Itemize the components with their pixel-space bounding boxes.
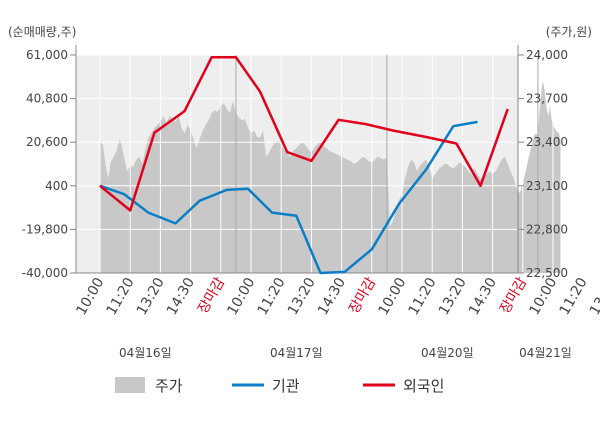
left-tick-label: 61,000 bbox=[26, 48, 68, 62]
legend: 주가 기관 외국인 bbox=[115, 377, 444, 395]
x-tick-label: 10:00 bbox=[73, 275, 107, 318]
plot-area: 61,000 40,800 20,600 400 -19,800 -40,000 24,00… bbox=[22, 45, 600, 360]
x-tick-label: 14:30 bbox=[466, 275, 500, 318]
x-tick-label: 11:20 bbox=[557, 275, 591, 318]
x-tick-label: 14:30 bbox=[315, 275, 349, 318]
x-tick-label: 13:20 bbox=[134, 275, 168, 318]
date-label: 04월16일 bbox=[119, 346, 172, 360]
left-tick-label: -40,000 bbox=[22, 266, 68, 280]
legend-label: 주가 bbox=[155, 377, 183, 395]
x-tick-label: 11:20 bbox=[255, 275, 289, 318]
date-label: 04월20일 bbox=[421, 346, 474, 360]
legend-label: 기관 bbox=[272, 377, 300, 395]
right-tick-label: 24,000 bbox=[526, 48, 568, 62]
legend-swatch-area bbox=[115, 377, 145, 393]
series-line-1 bbox=[99, 120, 478, 275]
left-tick-label: 40,800 bbox=[26, 92, 68, 106]
x-tick-label: 14:30 bbox=[164, 275, 198, 318]
right-tick-label: 22,500 bbox=[526, 266, 568, 280]
left-tick-label: -19,800 bbox=[22, 222, 68, 236]
left-tick-label: 20,600 bbox=[26, 135, 68, 149]
x-tick-label: 10:00 bbox=[375, 275, 409, 318]
legend-label: 외국인 bbox=[403, 377, 444, 395]
right-tick-label: 22,800 bbox=[526, 222, 568, 236]
right-tick-label: 23,100 bbox=[526, 179, 568, 193]
x-tick-label: 10:00 bbox=[526, 275, 560, 318]
x-tick-label: 13:20 bbox=[436, 275, 470, 318]
x-tick-label: 13:20 bbox=[285, 275, 319, 318]
left-axis-unit: (순매매량,주) bbox=[8, 25, 76, 39]
date-label: 04월21일 bbox=[519, 346, 572, 360]
right-axis-unit: (주가,원) bbox=[546, 25, 592, 39]
right-tick-label: 23,400 bbox=[526, 135, 568, 149]
series-line-2 bbox=[99, 55, 509, 212]
series-area-price bbox=[100, 81, 561, 273]
right-tick-label: 23,700 bbox=[526, 92, 568, 106]
x-tick-label: 11:20 bbox=[104, 275, 138, 318]
x-tick-label: 10:00 bbox=[224, 275, 258, 318]
x-tick-label: 13:20 bbox=[587, 275, 600, 318]
x-tick-label: 11:20 bbox=[406, 275, 440, 318]
left-tick-label: 400 bbox=[45, 179, 68, 193]
date-label: 04월17일 bbox=[270, 346, 323, 360]
